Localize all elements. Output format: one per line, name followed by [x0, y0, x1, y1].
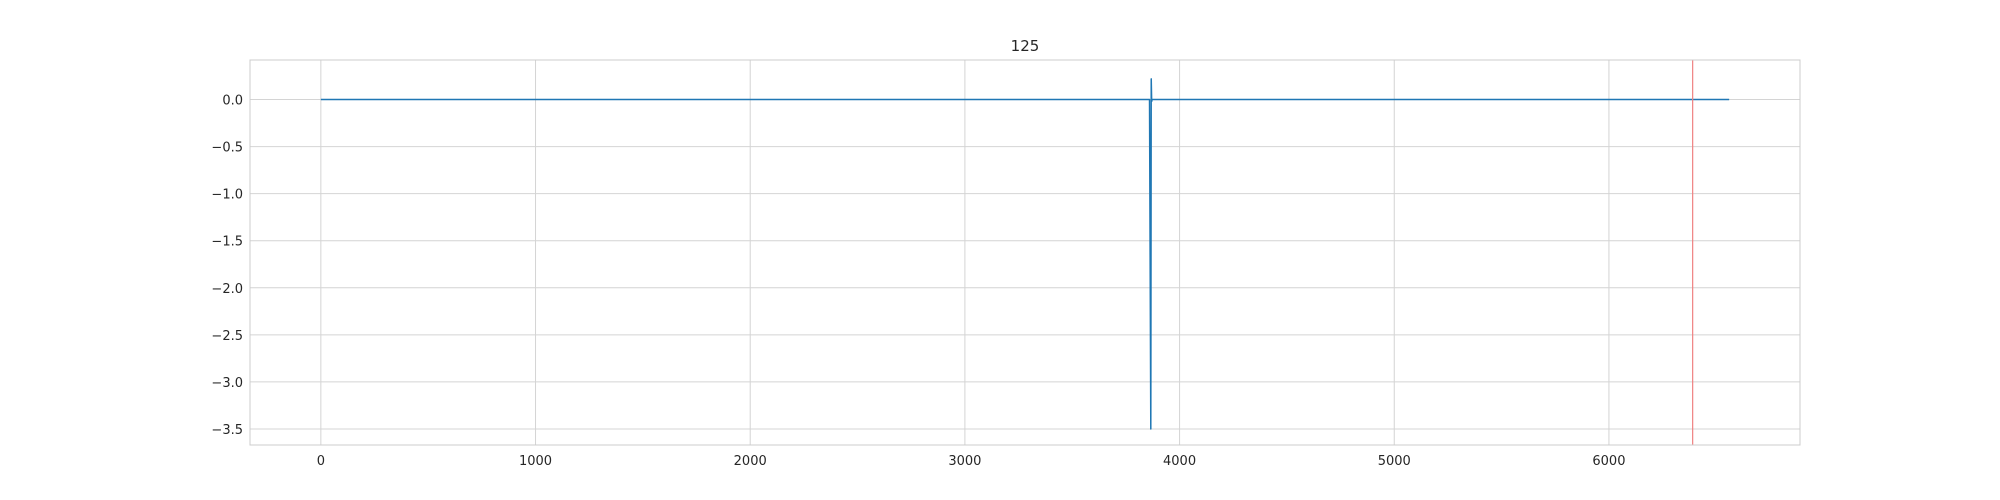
x-tick-label: 3000 [948, 454, 981, 469]
grid-lines [250, 60, 1800, 445]
y-tick-label: 0.0 [222, 94, 243, 109]
plot-area [320, 60, 1730, 445]
x-tick-label: 1000 [519, 454, 552, 469]
tick-labels: 0 1000 2000 3000 4000 5000 6000 0.0 −0.5 −1.0 −1.5… [211, 94, 1625, 469]
y-tick-label: −2.0 [211, 282, 243, 297]
y-tick-label: −3.5 [211, 423, 243, 438]
x-tick-label: 6000 [1592, 454, 1625, 469]
y-tick-label: −3.0 [211, 376, 243, 391]
plot-frame [249, 59, 1801, 446]
x-tick-label: 2000 [734, 454, 767, 469]
x-tick-label: 4000 [1163, 454, 1196, 469]
series-line [320, 78, 1730, 430]
y-tick-label: −2.5 [211, 329, 243, 344]
x-tick-label: 5000 [1378, 454, 1411, 469]
x-tick-label: 0 [317, 454, 325, 469]
y-tick-label: −1.5 [211, 235, 243, 250]
chart-title: 125 [1011, 37, 1040, 55]
y-tick-label: −1.0 [211, 188, 243, 203]
y-tick-label: −0.5 [211, 141, 243, 156]
